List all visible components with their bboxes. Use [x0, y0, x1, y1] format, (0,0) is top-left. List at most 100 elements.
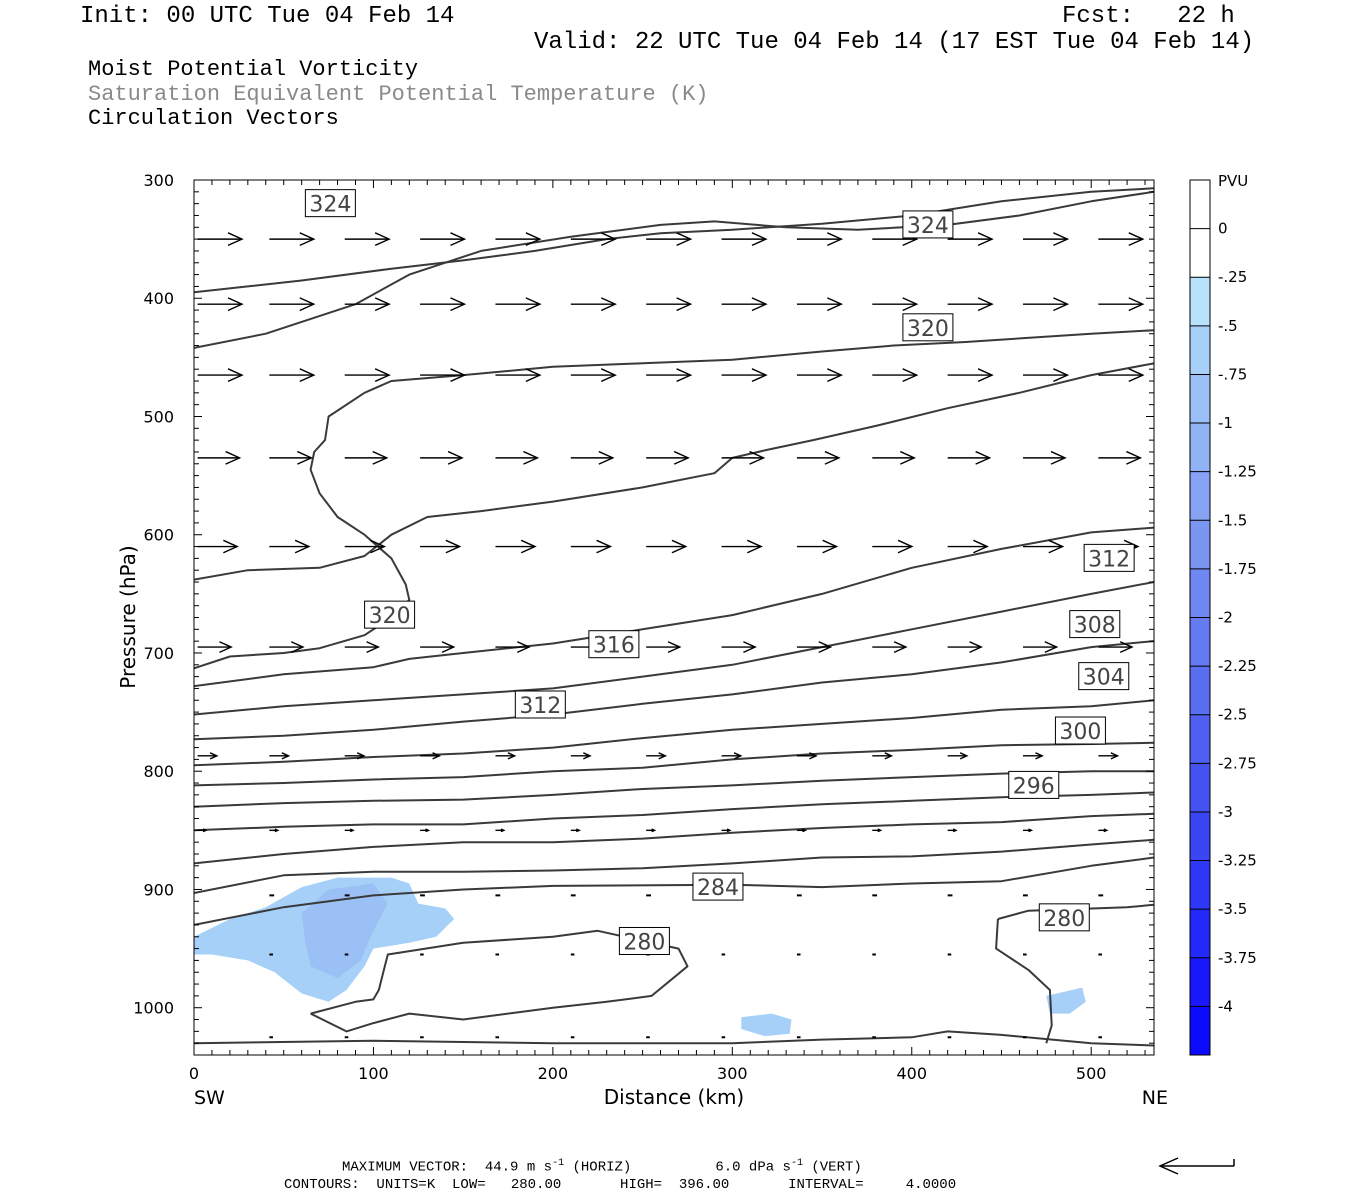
circulation-vector: [721, 232, 768, 247]
vector-head: [824, 450, 841, 465]
colorbar-swatch: [1190, 909, 1210, 959]
circulation-vector: [721, 752, 743, 760]
vector-head: [969, 641, 983, 653]
vector-head: [1128, 368, 1145, 383]
circulation-vector: [495, 297, 542, 312]
thetae-contour-line: [194, 640, 1154, 741]
x-tick-label: 500: [1076, 1064, 1107, 1083]
vector-head: [977, 232, 994, 247]
x-right-end-label: NE: [1142, 1087, 1168, 1109]
vector-head: [425, 828, 431, 833]
vector-head: [450, 232, 467, 247]
colorbar-label: -1.25: [1218, 463, 1257, 481]
thetae-contour-line: [194, 362, 1154, 581]
circulation-vector: [197, 641, 233, 653]
vector-head: [651, 828, 657, 833]
circulation-vector: [1023, 232, 1070, 247]
contour-label-box: [1054, 716, 1106, 745]
colorbar-label: -3.75: [1218, 949, 1257, 967]
x-tick-label: 100: [358, 1064, 389, 1083]
reference-vector-head: [1158, 1157, 1179, 1175]
circulation-vector: [1023, 641, 1059, 653]
vector-head: [902, 368, 919, 383]
vector-head: [676, 232, 693, 247]
y-tick-label: 700: [143, 644, 174, 663]
y-tick-label: 1000: [133, 999, 174, 1018]
contour-label-box: [1078, 662, 1130, 691]
circulation-vector: [495, 752, 517, 760]
max-vector-vert-exponent: -1: [790, 1158, 803, 1169]
vector-head: [726, 828, 732, 833]
colorbar-title: PVU: [1218, 172, 1248, 190]
contour-label-text: 324: [907, 214, 949, 239]
vector-head: [1050, 450, 1067, 465]
vector-head: [676, 368, 693, 383]
thetae-contour-line: [194, 741, 1154, 787]
circulation-vector: [570, 368, 617, 383]
vector-head: [297, 450, 314, 465]
max-vector-horiz-exponent: -1: [552, 1158, 565, 1169]
circulation-vector: [269, 368, 316, 383]
circulation-vector: [1098, 450, 1143, 465]
colorbar-swatch: [1190, 325, 1210, 375]
colorbar-label: -1.75: [1218, 560, 1257, 578]
y-tick-label: 400: [143, 289, 174, 308]
contour-label-box: [588, 630, 640, 659]
circulation-vector: [269, 828, 280, 833]
vector-head: [523, 450, 540, 465]
circulation-vector: [646, 539, 688, 554]
y-axis-label: Pressure (hPa): [116, 545, 140, 688]
circulation-vector: [947, 539, 989, 554]
contour-label: 280: [618, 926, 670, 955]
colorbar-label: -.5: [1218, 317, 1238, 335]
circulation-vector: [570, 450, 615, 465]
vector-head: [445, 539, 462, 554]
contour-label: 312: [1083, 543, 1135, 572]
vector-head: [959, 752, 969, 760]
mpv-shaded-region: [741, 1013, 792, 1037]
vector-head: [281, 752, 291, 760]
contour-label-text: 280: [623, 930, 665, 955]
mpv-shading: [194, 877, 1086, 1037]
vector-head: [290, 641, 305, 653]
vector-head: [893, 641, 908, 653]
circulation-vector: [947, 450, 992, 465]
vector-head: [975, 450, 992, 465]
max-vector-line: MAXIMUM VECTOR: 44.9 m s-1 (HORIZ) 6.0 d…: [342, 1158, 862, 1176]
vector-head: [370, 539, 387, 554]
vector-head: [202, 828, 208, 833]
vector-head: [751, 232, 768, 247]
circulation-vector: [420, 368, 467, 383]
circulation-vector: [796, 450, 841, 465]
vector-head: [877, 828, 883, 833]
contour-label: 320: [902, 313, 954, 342]
contour-label: 284: [692, 872, 744, 901]
vector-head: [827, 232, 844, 247]
circulation-vector: [495, 539, 537, 554]
circulation-vector: [495, 828, 506, 833]
contour-label: 312: [514, 690, 566, 719]
vector-head: [525, 297, 542, 312]
circulation-vector: [197, 450, 242, 465]
vector-head: [596, 539, 613, 554]
vector-head: [667, 641, 682, 653]
vector-head: [1053, 368, 1070, 383]
thetae-contour-line: [194, 526, 1154, 688]
mpv-shaded-region: [301, 883, 388, 979]
contour-label: 300: [1054, 716, 1106, 745]
vector-head: [299, 368, 316, 383]
contour-label-text: 312: [1088, 547, 1130, 572]
circulation-vector: [796, 232, 844, 247]
circulation-vector: [1098, 232, 1145, 247]
vector-head: [600, 297, 617, 312]
colorbar-label: -.75: [1218, 365, 1247, 383]
circulation-vector: [796, 828, 808, 833]
circulation-vector: [197, 297, 244, 312]
circulation-vector: [796, 539, 839, 554]
colorbar-swatch: [1190, 860, 1210, 910]
vector-head: [671, 539, 688, 554]
colorbar-label: -2.75: [1218, 754, 1257, 772]
circulation-vector: [1023, 450, 1067, 465]
circulation-vector: [570, 752, 592, 760]
colorbar-swatch: [1190, 617, 1210, 667]
